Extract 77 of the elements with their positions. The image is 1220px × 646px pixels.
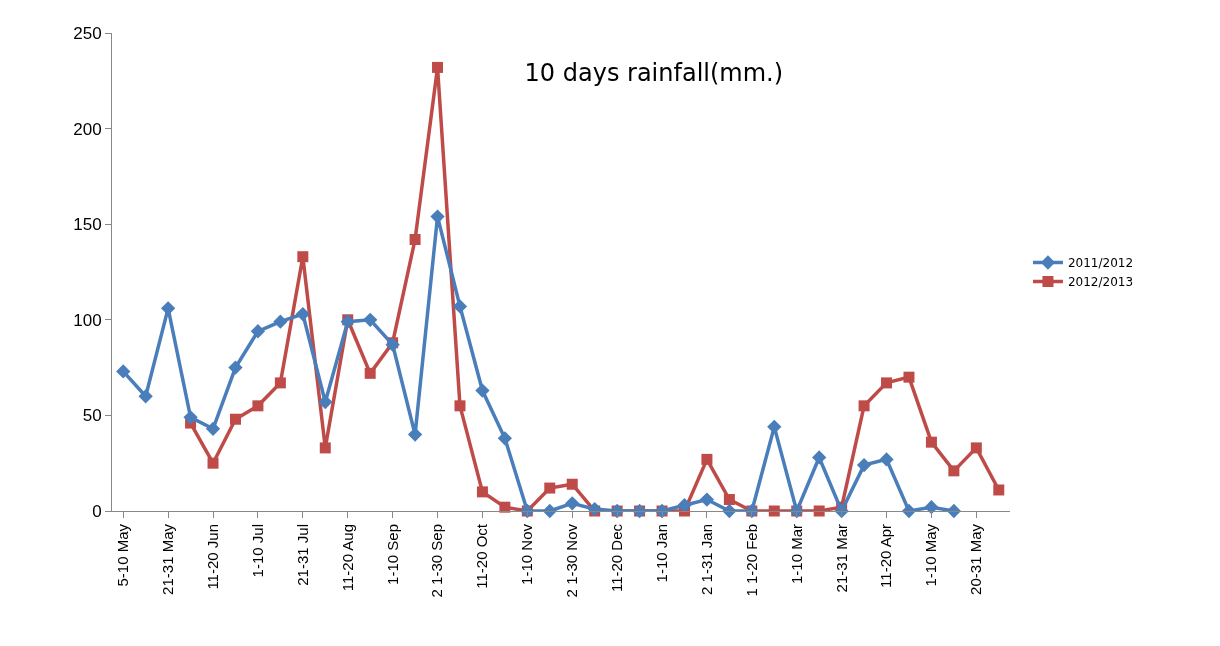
x-tick-label: 11-20 Aug <box>338 524 356 592</box>
x-tick-label: 11-20 Apr <box>877 524 895 588</box>
point <box>901 503 917 519</box>
y-tick-label: 0 <box>92 501 102 521</box>
y-tick-label: 50 <box>82 406 102 426</box>
point <box>297 251 309 263</box>
text: 10 days rainfall(mm.) <box>524 59 784 88</box>
x-tick-label: 20-31 May <box>967 523 985 595</box>
point <box>881 377 893 389</box>
point <box>205 421 221 436</box>
x-tick-label: 21-31 Jul <box>293 524 311 586</box>
point <box>273 314 288 329</box>
point <box>407 427 423 442</box>
point <box>409 234 421 245</box>
point <box>970 442 982 454</box>
point <box>229 413 241 425</box>
point <box>364 367 376 379</box>
point <box>250 324 266 339</box>
x-tick-label: 1-10 Jan <box>652 524 670 583</box>
point <box>544 482 556 494</box>
y-tick-label: 250 <box>73 23 102 43</box>
y-tick-label: 100 <box>73 310 102 330</box>
point <box>452 299 468 314</box>
point <box>295 306 310 322</box>
x-tick-label: 1-10 Nov <box>518 523 536 585</box>
y-tick-label: 200 <box>73 119 102 139</box>
x-tick-label: 1-10 Sep <box>383 524 401 585</box>
point <box>363 312 378 327</box>
point <box>116 364 131 379</box>
x-tick-label: 21-31 Mar <box>832 524 850 593</box>
legend-label: 2012/2013 <box>1067 275 1134 290</box>
x-tick-label: 2 1-30 Nov <box>563 523 581 598</box>
point <box>813 505 825 517</box>
point <box>812 450 827 465</box>
point <box>475 383 490 398</box>
point <box>138 389 153 404</box>
point <box>430 209 445 224</box>
point <box>319 442 331 454</box>
point <box>701 453 713 465</box>
x-tick-label: 2 1-30 Sep <box>428 524 446 598</box>
x-tick-label: 5-10 May <box>114 523 132 587</box>
point <box>948 465 960 477</box>
point <box>587 501 602 517</box>
point <box>252 400 264 412</box>
point <box>207 457 219 469</box>
x-tick-label: 1-10 Jul <box>248 524 266 578</box>
x-tick-label: 11-20 Oct <box>473 523 491 589</box>
point <box>723 494 735 506</box>
point <box>566 478 578 490</box>
point <box>768 505 780 517</box>
x-tick-label: 1-10 May <box>922 523 940 587</box>
point <box>499 501 511 513</box>
x-tick-label: 11-20 Jun <box>203 524 221 590</box>
x-tick-label: 2 1-31 Jan <box>697 524 715 595</box>
point <box>274 377 286 389</box>
x-tick-label: 1 1-20 Feb <box>742 524 760 597</box>
point <box>993 484 1005 496</box>
x-tick-label: 21-31 May <box>159 523 177 595</box>
point <box>497 431 513 446</box>
point <box>228 360 243 375</box>
point <box>432 61 444 73</box>
point <box>565 496 580 511</box>
point <box>454 400 466 412</box>
point <box>903 371 915 383</box>
point <box>879 452 894 467</box>
x-tick-label: 11-20 Dec <box>608 523 626 593</box>
point <box>476 486 488 498</box>
point <box>183 410 198 425</box>
y-tick-label: 150 <box>73 215 102 235</box>
x-tick-label: 1-10 Mar <box>787 524 805 585</box>
point <box>856 457 872 473</box>
point <box>677 498 692 513</box>
point <box>699 492 715 507</box>
point <box>946 503 962 519</box>
point <box>858 400 870 412</box>
legend-label: 2011/2012 <box>1067 256 1134 271</box>
point <box>925 436 937 448</box>
